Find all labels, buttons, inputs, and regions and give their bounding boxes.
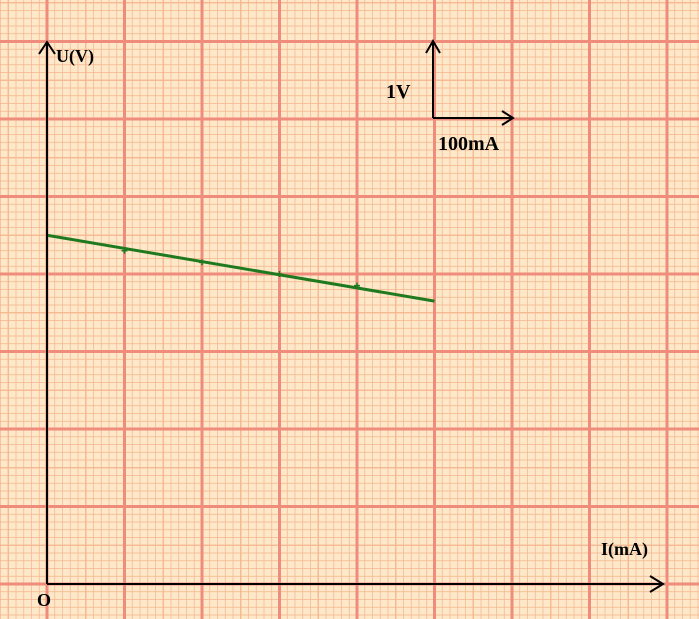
y-axis-arrow-icon (38, 40, 56, 55)
scale-v-arrow-icon (425, 39, 441, 54)
data-points (121, 247, 360, 289)
y-axis-label: U(V) (56, 46, 94, 67)
data-point (276, 271, 283, 277)
scale-v-label: 1V (386, 81, 411, 103)
data-point (121, 247, 128, 254)
x-axis-label: I(mA) (601, 539, 648, 560)
scale-i-arrow-icon (501, 110, 515, 126)
origin-label: O (37, 590, 51, 610)
data-point (354, 282, 360, 289)
x-axis-arrow-icon (649, 575, 665, 593)
fit-line (46, 233, 435, 303)
scale-i-label: 100mA (438, 133, 500, 155)
data-point (199, 259, 205, 266)
